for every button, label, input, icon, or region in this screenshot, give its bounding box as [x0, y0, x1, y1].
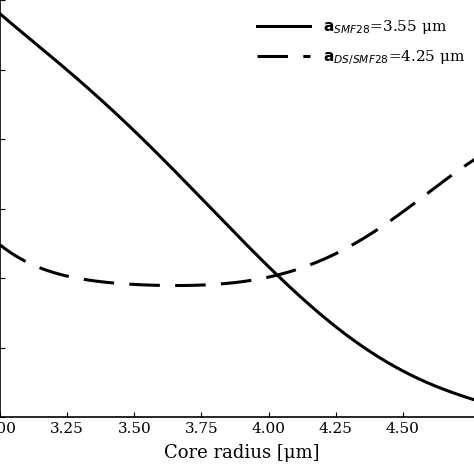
X-axis label: Core radius [μm]: Core radius [μm] — [164, 444, 319, 462]
Legend: $\mathbf{a}_{SMF28}$=3.55 μm, $\mathbf{a}_{DS/SMF28}$=4.25 μm: $\mathbf{a}_{SMF28}$=3.55 μm, $\mathbf{a… — [251, 12, 471, 73]
